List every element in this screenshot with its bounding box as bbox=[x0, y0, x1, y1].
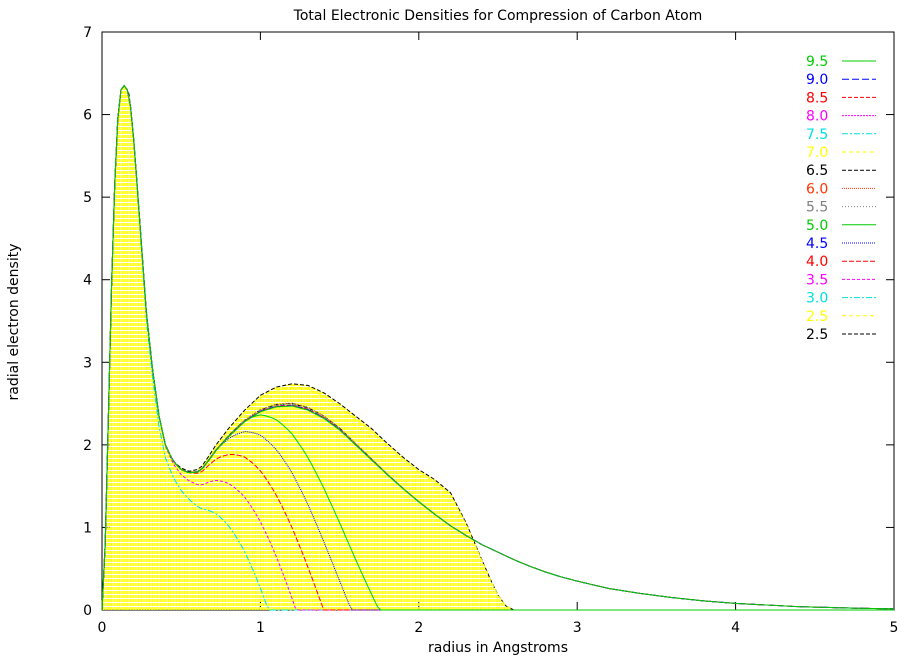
x-tick-label: 2 bbox=[414, 620, 423, 636]
legend-label: 2.5 bbox=[806, 309, 828, 325]
plot-area: 0 1 2 3 4 5 0 1 2 3 4 5 6 7 bbox=[83, 25, 898, 636]
series-line bbox=[101, 84, 895, 611]
legend-label: 4.5 bbox=[806, 236, 828, 252]
legend-label: 9.0 bbox=[806, 72, 828, 88]
x-tick-label: 0 bbox=[98, 620, 107, 636]
legend-label: 5.0 bbox=[806, 218, 828, 234]
y-tick-label: 4 bbox=[83, 273, 92, 289]
x-tick-label: 1 bbox=[256, 620, 265, 636]
series-line bbox=[101, 84, 894, 611]
x-axis-label: radius in Angstroms bbox=[428, 640, 568, 656]
legend-label: 3.5 bbox=[806, 272, 828, 288]
x-tick-label: 5 bbox=[890, 620, 899, 636]
y-axis-label: radial electron density bbox=[6, 243, 22, 400]
legend-label: 5.5 bbox=[806, 200, 828, 216]
x-tick-label: 3 bbox=[573, 620, 582, 636]
legend-label: 4.0 bbox=[806, 254, 828, 270]
legend-label: 9.5 bbox=[806, 54, 828, 70]
legend-label: 3.0 bbox=[806, 291, 828, 307]
y-tick-label: 7 bbox=[83, 25, 92, 41]
legend-label: 6.5 bbox=[806, 163, 828, 179]
legend-label: 8.5 bbox=[806, 90, 828, 106]
legend-label: 8.0 bbox=[806, 109, 828, 125]
x-tick-label: 4 bbox=[731, 620, 740, 636]
chart-title: Total Electronic Densities for Compressi… bbox=[293, 8, 703, 24]
legend-label: 6.0 bbox=[806, 181, 828, 197]
y-tick-label: 6 bbox=[83, 108, 92, 124]
y-tick-label: 0 bbox=[83, 603, 92, 619]
y-tick-label: 5 bbox=[83, 190, 92, 206]
legend-label: 7.0 bbox=[806, 145, 828, 161]
y-tick-label: 3 bbox=[83, 355, 92, 371]
series-line bbox=[101, 92, 515, 611]
y-tick-label: 2 bbox=[83, 438, 92, 454]
legend: 9.5 9.0 8.5 8.0 7.5 7.0 6.5 6.0 5.5 5.0 4.5 4.0 3.5 3… bbox=[806, 54, 876, 343]
legend-label: 7.5 bbox=[806, 127, 828, 143]
y-tick-label: 1 bbox=[83, 520, 92, 536]
legend-label: 2.5 bbox=[806, 327, 828, 343]
